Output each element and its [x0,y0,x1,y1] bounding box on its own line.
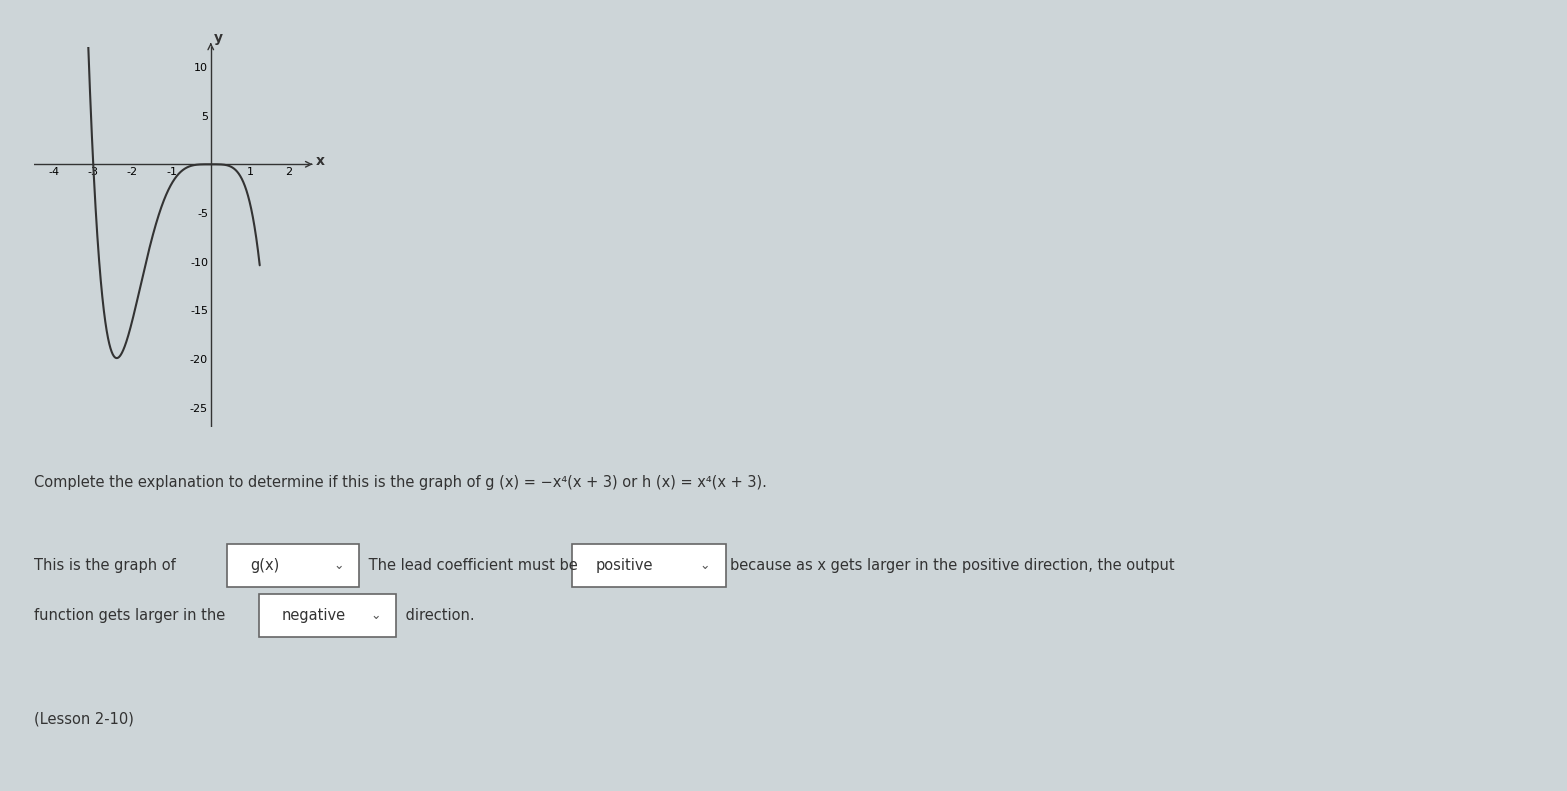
Text: ⌄: ⌄ [334,559,343,572]
Text: ⌄: ⌄ [371,609,381,622]
Text: ⌄: ⌄ [700,559,710,572]
Text: x: x [317,154,324,168]
Text: negative: negative [282,608,346,623]
Text: g(x): g(x) [251,558,280,573]
Text: function gets larger in the: function gets larger in the [34,608,226,623]
Text: y: y [215,31,223,45]
Text: The lead coefficient must be: The lead coefficient must be [364,558,577,573]
Text: positive: positive [595,558,653,573]
Text: direction.: direction. [401,608,475,623]
Text: Complete the explanation to determine if this is the graph of g (x) = −x⁴(x + 3): Complete the explanation to determine if… [34,475,768,490]
Text: This is the graph of: This is the graph of [34,558,176,573]
Text: because as x gets larger in the positive direction, the output: because as x gets larger in the positive… [730,558,1175,573]
Text: (Lesson 2-10): (Lesson 2-10) [34,712,135,727]
